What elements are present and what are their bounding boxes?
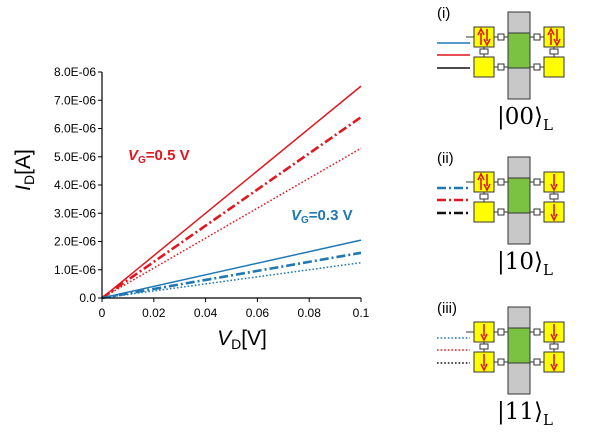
panel-label: (ii): [437, 150, 454, 167]
spin-up-icon: [477, 27, 485, 45]
x-tick-label: 0.02: [142, 306, 166, 320]
series-line-5: [101, 261, 362, 299]
spin-down-icon: [480, 324, 488, 342]
device-schematic: [466, 306, 565, 395]
y-tick-label: 0.0: [79, 291, 96, 305]
panel-1: (i) |00⟩L: [437, 5, 565, 134]
link-node: [533, 178, 541, 186]
link-node: [533, 358, 541, 366]
state-ket: |11⟩L: [497, 399, 553, 429]
link-node: [497, 63, 505, 71]
link-node: [533, 63, 541, 71]
spin-down-icon: [550, 174, 558, 192]
link-node: [497, 208, 505, 216]
coupler: [479, 343, 489, 350]
annotation-vg-03: VG=0.3 V: [291, 207, 353, 226]
x-axis: 0 0.02 0.04 0.06 0.08 0.1: [99, 298, 370, 320]
annotation-vg-05: VG=0.5 V: [128, 147, 190, 166]
coupler: [549, 193, 559, 200]
x-tick-label: 0.1: [353, 306, 370, 320]
series-line-1: [101, 116, 362, 300]
y-tick-label: 7.0E-06: [54, 93, 96, 107]
quantum-dot: [543, 56, 565, 78]
coupler: [479, 193, 489, 200]
y-tick-label: 5.0E-06: [54, 150, 96, 164]
y-tick-label: 3.0E-06: [54, 206, 96, 220]
link-node: [497, 178, 505, 186]
panel-label: (iii): [437, 300, 457, 317]
device-schematic: [466, 11, 565, 100]
qubit-state-panels: (i) |00⟩L (ii) |10⟩L (iii) |11⟩L: [437, 5, 565, 429]
panel-2: (ii) |10⟩L: [437, 150, 565, 279]
y-axis: 0.0 1.0E-06 2.0E-06 3.0E-06 4.0E-06 5.0E-06 6.…: [54, 65, 102, 305]
x-tick-label: 0: [99, 306, 106, 320]
quantum-dot: [543, 26, 565, 48]
series-layer: [101, 85, 362, 300]
series-line-4: [101, 251, 362, 300]
coupler: [479, 48, 489, 55]
y-tick-label: 8.0E-06: [54, 65, 96, 79]
quantum-dot: [473, 56, 495, 78]
series-line-2: [101, 147, 362, 299]
series-line-0: [101, 85, 362, 299]
spin-up-icon: [547, 27, 555, 45]
link-node: [497, 358, 505, 366]
state-ket: |10⟩L: [497, 249, 553, 279]
spin-down-icon: [550, 324, 558, 342]
coupler: [549, 343, 559, 350]
channel-block: [507, 177, 531, 214]
channel-block: [507, 327, 531, 364]
link-node: [497, 328, 505, 336]
link-node: [533, 208, 541, 216]
spin-down-icon: [483, 29, 491, 47]
spin-down-icon: [483, 174, 491, 192]
y-tick-label: 4.0E-06: [54, 178, 96, 192]
spin-up-icon: [477, 172, 485, 190]
spin-down-icon: [480, 354, 488, 372]
spin-down-icon: [550, 354, 558, 372]
link-node: [497, 33, 505, 41]
link-node: [533, 328, 541, 336]
quantum-dot: [473, 171, 495, 193]
panel-3: (iii) |11⟩L: [437, 300, 565, 429]
quantum-dot: [473, 201, 495, 223]
state-ket: |00⟩L: [497, 104, 553, 134]
y-tick-label: 2.0E-06: [54, 235, 96, 249]
x-tick-label: 0.08: [298, 306, 322, 320]
y-tick-label: 6.0E-06: [54, 122, 96, 136]
series-line-3: [101, 239, 362, 299]
spin-down-icon: [550, 204, 558, 222]
y-tick-label: 1.0E-06: [54, 263, 96, 277]
channel-block: [507, 32, 531, 69]
x-tick-label: 0.04: [194, 306, 218, 320]
spin-down-icon: [553, 29, 561, 47]
quantum-dot: [473, 26, 495, 48]
y-axis-title: ID[A]: [12, 149, 37, 191]
x-tick-label: 0.06: [246, 306, 270, 320]
panel-label: (i): [437, 5, 450, 22]
device-schematic: [466, 156, 565, 245]
link-node: [533, 33, 541, 41]
plot-area: 0.0 1.0E-06 2.0E-06 3.0E-06 4.0E-06 5.0E-06 6.…: [54, 65, 370, 320]
coupler: [549, 48, 559, 55]
x-axis-title: VD[V]: [217, 327, 267, 352]
